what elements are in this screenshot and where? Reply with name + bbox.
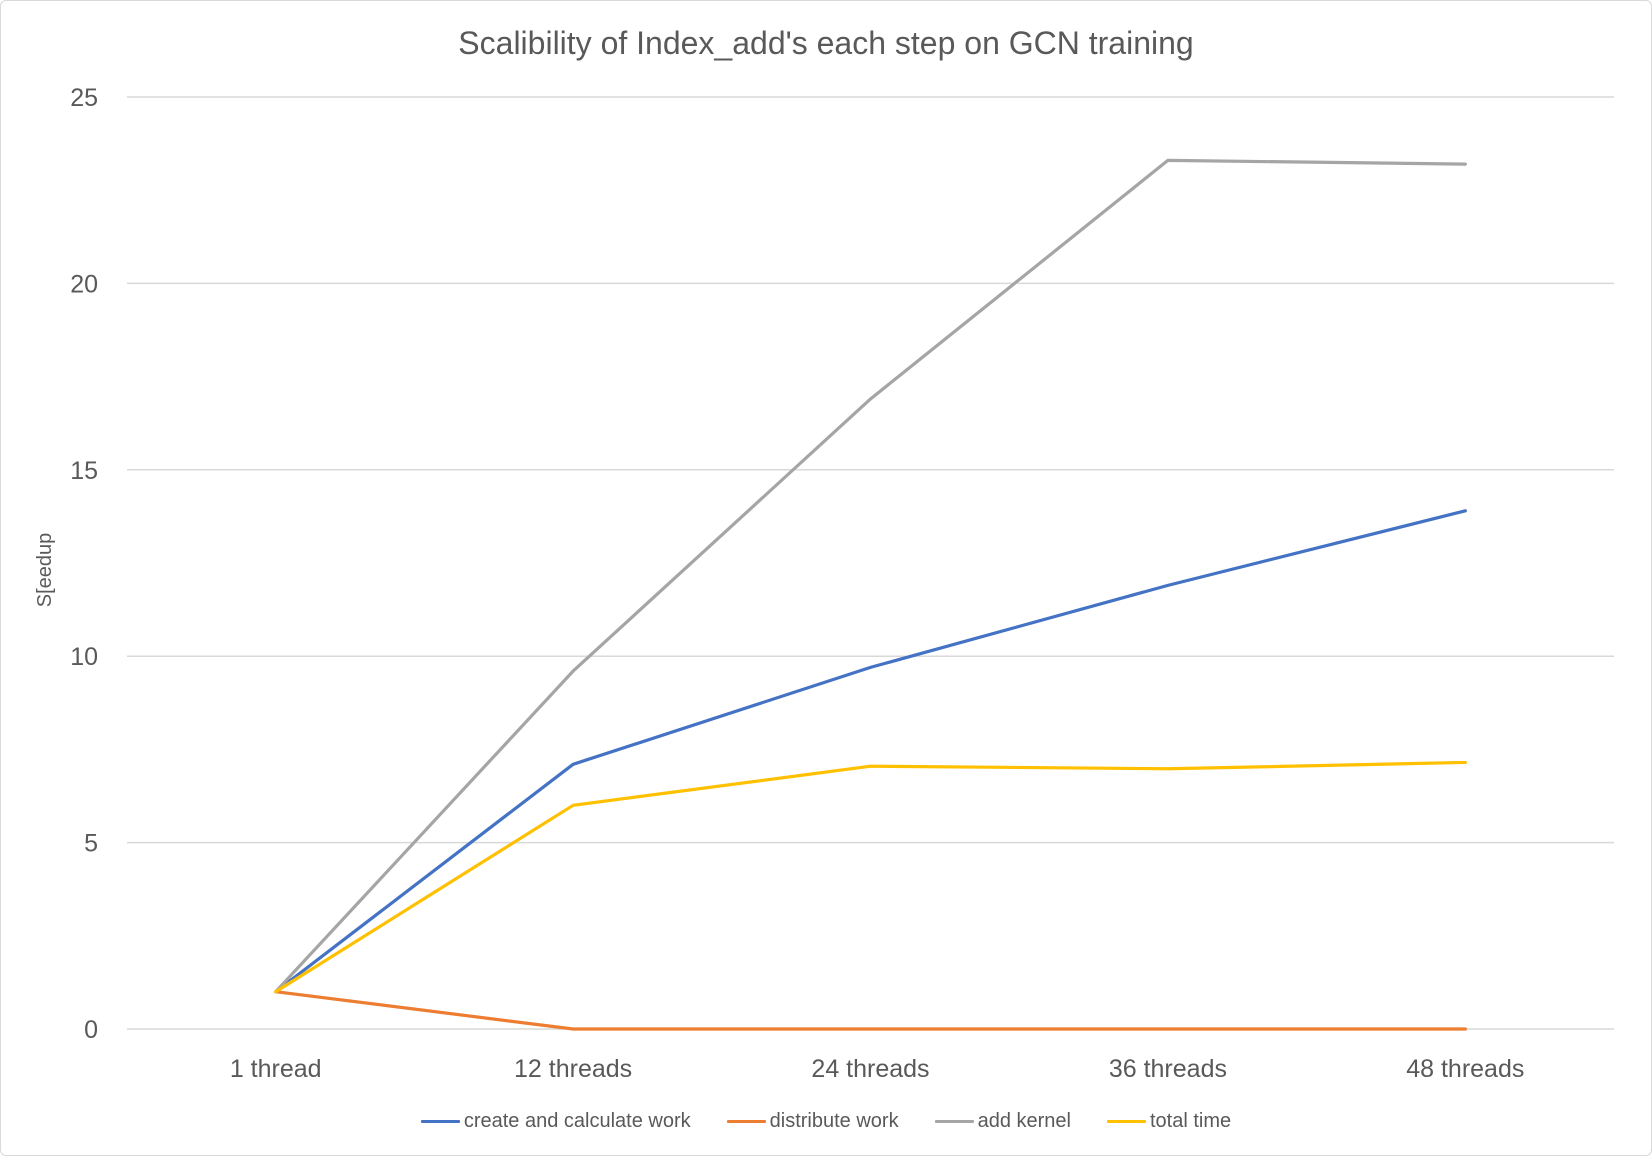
- x-tick-label: 12 threads: [514, 1055, 632, 1083]
- data-point: [1166, 1027, 1170, 1031]
- data-point: [1463, 761, 1467, 764]
- data-point: [274, 990, 278, 994]
- legend-label: total time: [1149, 1109, 1232, 1132]
- legend-swatch: [1106, 1119, 1146, 1123]
- y-tick-label: 25: [70, 84, 98, 112]
- legend-label: add kernel: [977, 1109, 1071, 1132]
- x-tick-label: 24 threads: [811, 1055, 929, 1083]
- legend-swatch: [934, 1119, 974, 1123]
- data-point: [1166, 583, 1170, 587]
- x-tick-label: 36 threads: [1109, 1055, 1227, 1083]
- series-line: [274, 760, 1467, 994]
- y-tick-label: 20: [70, 270, 98, 298]
- data-point: [571, 803, 575, 807]
- legend-item-create-and-calculate-work: create and calculate work: [420, 1109, 691, 1133]
- legend-swatch: [420, 1119, 460, 1123]
- y-tick-label: 15: [70, 457, 98, 485]
- data-point: [1463, 162, 1467, 166]
- y-tick-label: 0: [84, 1016, 98, 1044]
- legend-swatch: [726, 1119, 766, 1123]
- series-line: [274, 509, 1467, 994]
- data-point: [869, 764, 872, 768]
- x-tick-label: 48 threads: [1406, 1055, 1524, 1083]
- series-line: [274, 158, 1467, 994]
- axes: 0 5 10 15 20 25 1 thread 12 threads 24 threads 36…: [34, 84, 1524, 1083]
- chart-title: Scalibility of Index_add's each step on …: [458, 25, 1194, 61]
- legend-label: create and calculate work: [463, 1109, 691, 1132]
- data-point: [869, 665, 872, 669]
- data-point: [1166, 767, 1170, 771]
- data-point: [571, 762, 575, 766]
- y-tick-label: 10: [70, 643, 98, 671]
- y-tick-label: 5: [84, 830, 98, 858]
- legend: create and calculate work distribute wor…: [1, 1109, 1651, 1133]
- legend-item-total-time: total time: [1106, 1109, 1232, 1133]
- legend-item-add-kernel: add kernel: [934, 1109, 1071, 1133]
- series-total-time: [274, 760, 1467, 994]
- data-point: [869, 397, 872, 401]
- legend-label: distribute work: [769, 1109, 899, 1132]
- series-distribute-work: [274, 990, 1467, 1031]
- data-point: [1166, 158, 1170, 162]
- series-line: [274, 990, 1467, 1031]
- gridlines: [127, 96, 1614, 1030]
- data-point: [1463, 1027, 1467, 1031]
- x-tick-label: 1 thread: [230, 1055, 322, 1083]
- data-point: [1463, 509, 1467, 513]
- y-axis-title: S[eedup: [34, 533, 56, 608]
- data-point: [571, 669, 575, 673]
- data-point: [571, 1027, 575, 1031]
- data-point: [869, 1027, 872, 1031]
- legend-item-distribute-work: distribute work: [726, 1109, 899, 1133]
- series-create-and-calculate-work: [274, 509, 1467, 994]
